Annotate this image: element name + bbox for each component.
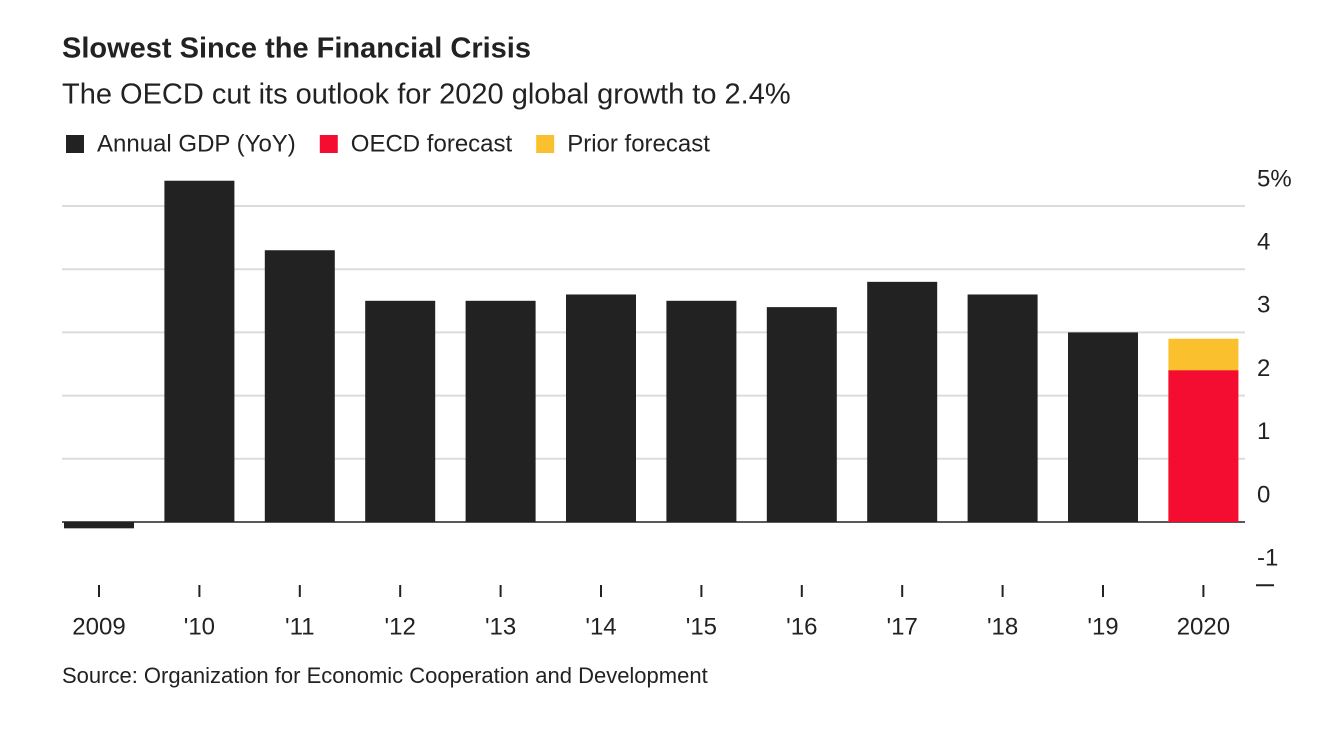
- x-tick-label: '19: [1087, 613, 1118, 640]
- bar: [264, 250, 335, 523]
- y-tick-label: 2: [1257, 355, 1270, 382]
- x-tick-label: '15: [686, 613, 717, 640]
- bar: [64, 522, 134, 529]
- y-tick-label: 4: [1257, 229, 1270, 256]
- legend-label: Annual GDP (YoY): [97, 130, 296, 157]
- x-tick-label: '10: [184, 613, 215, 640]
- bar: [164, 180, 235, 522]
- source-note: Source: Organization for Economic Cooper…: [62, 663, 708, 688]
- y-tick-label: 3: [1257, 292, 1270, 319]
- chart-subtitle: The OECD cut its outlook for 2020 global…: [62, 79, 791, 111]
- bar: [365, 300, 436, 522]
- y-tick-label: 1: [1257, 418, 1270, 445]
- legend-label: Prior forecast: [567, 130, 710, 157]
- x-tick-label: 2020: [1177, 613, 1230, 640]
- x-tick-label: '11: [285, 613, 315, 640]
- bar: [1168, 370, 1239, 522]
- legend-swatch: [536, 135, 555, 153]
- bar: [566, 294, 636, 522]
- x-tick-label: '13: [485, 613, 516, 640]
- x-tick-label: 2009: [72, 613, 125, 640]
- y-tick-label: -1: [1257, 545, 1278, 572]
- y-tick-label: 5%: [1257, 165, 1292, 192]
- x-tick-label: '12: [385, 613, 416, 640]
- x-tick-label: '16: [786, 613, 817, 640]
- bar: [967, 294, 1038, 522]
- bar: [1068, 332, 1138, 522]
- bar: [766, 307, 837, 522]
- x-tick-label: '17: [887, 613, 918, 640]
- legend-swatch: [319, 135, 338, 153]
- bar: [666, 300, 737, 522]
- bar: [465, 300, 536, 522]
- legend-label: OECD forecast: [351, 130, 513, 157]
- x-tick-label: '18: [987, 613, 1018, 640]
- bar: [867, 281, 938, 522]
- y-tick-label: 0: [1257, 481, 1270, 508]
- x-tick-label: '14: [585, 613, 616, 640]
- chart-title: Slowest Since the Financial Crisis: [62, 33, 531, 65]
- legend-swatch: [66, 135, 84, 153]
